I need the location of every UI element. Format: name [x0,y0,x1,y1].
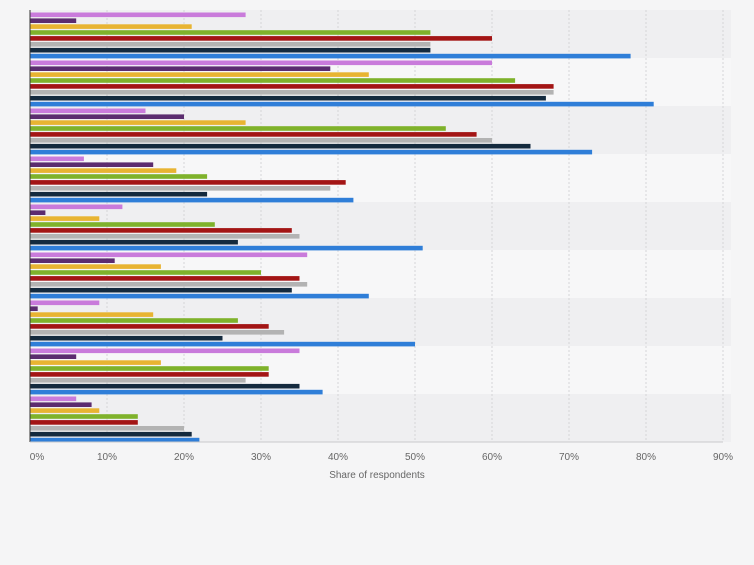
bar [30,156,84,162]
x-tick-label: 30% [251,452,271,463]
bar [30,24,192,29]
bar [30,186,331,191]
x-axis: 0% 10% 20% 30% 40% 50% 60% 70% 80% 90% [29,10,733,463]
bar [30,420,138,425]
x-tick-label: 60% [482,452,502,463]
x-tick-label: 0% [30,452,45,463]
bar [30,222,215,227]
bar [30,396,77,402]
x-tick-label: 10% [97,452,117,463]
bars [30,12,654,443]
x-tick-label: 40% [328,452,348,463]
bar [30,162,154,167]
bar [30,204,123,210]
bar [30,108,146,114]
bar [30,378,246,383]
bar [30,191,208,197]
bar [30,138,492,143]
bar [30,47,431,53]
bar [30,95,546,101]
bar [30,12,246,18]
bar [30,168,177,173]
bar [30,42,431,47]
bar [30,143,531,149]
bar [30,36,492,41]
bar [30,84,554,89]
bar [30,258,115,263]
bar [30,426,184,431]
bar [30,312,154,317]
bar [30,360,161,365]
bar [30,126,446,131]
bar [30,239,238,245]
bar [30,30,431,35]
bar [30,431,192,437]
bar [30,90,554,95]
bar [30,276,300,281]
bar [30,300,100,306]
bar [30,66,331,71]
bar [30,366,269,371]
bar [30,174,208,179]
bar [30,53,631,59]
bar [30,264,161,269]
x-tick-label: 20% [174,452,194,463]
bar [30,335,223,341]
x-tick-label: 80% [636,452,656,463]
x-tick-label: 70% [559,452,579,463]
bar [30,234,300,239]
bar [30,120,246,125]
bar [30,306,38,311]
bar [30,341,415,347]
bar [30,252,308,258]
bar [30,245,423,251]
bar [30,197,354,203]
bar [30,389,323,395]
x-tick-label: 50% [405,452,425,463]
bar [30,318,238,323]
bar [30,293,369,299]
bar [30,348,300,354]
bar [30,402,92,407]
x-axis-label: Share of respondents [329,470,425,481]
bar [30,228,292,233]
bar [30,210,46,215]
bar [30,354,77,359]
bar [30,149,593,155]
bar [30,216,100,221]
bar [30,18,77,23]
bar [30,437,200,443]
bar [30,372,269,377]
bar [30,414,138,419]
bar [30,180,346,185]
bar [30,114,184,119]
bar [30,330,285,335]
bar [30,101,654,107]
bar [30,408,100,413]
bar [30,324,269,329]
bar [30,282,308,287]
bar [30,383,300,389]
bar [30,132,477,137]
bar [30,78,516,83]
bar [30,287,292,293]
bar [30,270,261,275]
bar [30,60,492,66]
x-tick-label: 90% [713,452,733,463]
bar [30,72,369,77]
